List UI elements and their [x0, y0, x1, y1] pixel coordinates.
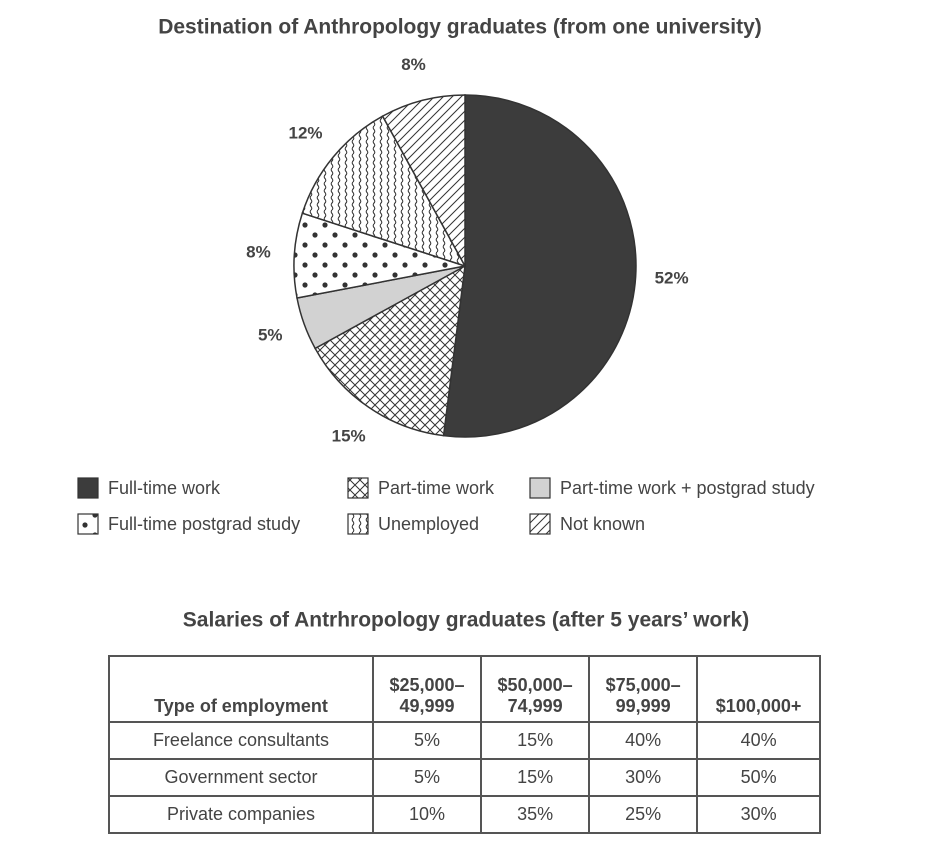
table-cell: 40% [696, 721, 821, 760]
header-cell: $75,000– 99,999 [588, 655, 699, 723]
table-cell: 30% [588, 758, 699, 797]
header-text: $75,000– [605, 675, 681, 695]
table-row: Freelance consultants 5% 15% 40% 40% [108, 721, 821, 760]
table-cell: Government sector [108, 758, 374, 797]
table-cell: Private companies [108, 795, 374, 834]
value-label: 5% [258, 326, 283, 345]
value-label: 52% [655, 268, 689, 287]
legend-swatch [77, 513, 99, 535]
table-cell: 40% [588, 721, 699, 760]
header-cell: $25,000– 49,999 [371, 655, 483, 723]
table-cell: 5% [371, 758, 483, 797]
legend-label: Full-time postgrad study [108, 514, 300, 534]
header-text: Type of employment [154, 696, 328, 716]
table-cell: Freelance consultants [108, 721, 374, 760]
table-cell: 50% [696, 758, 821, 797]
legend-swatch [529, 477, 551, 499]
header-text: $100,000+ [715, 696, 802, 716]
header-text: $50,000– [497, 675, 573, 695]
table-title: Salaries of Antrhropology graduates (aft… [183, 609, 749, 632]
legend-swatch [77, 477, 99, 499]
legend-swatch [529, 513, 551, 535]
pie-slice [301, 115, 467, 268]
legend-label: Part-time work + postgrad study [560, 478, 815, 498]
table-cell: 35% [480, 795, 591, 834]
table-cell: 10% [371, 795, 483, 834]
header-cell: Type of employment [108, 655, 374, 723]
table-cell: 30% [696, 795, 821, 834]
header-text: 49,999 [399, 696, 455, 716]
header-text: 74,999 [507, 696, 563, 716]
header-text: $25,000– [389, 675, 465, 695]
chart-title: Destination of Anthropology graduates (f… [158, 16, 762, 39]
chart: Destination of Anthropology graduates (f… [77, 16, 815, 535]
header-row: Type of employment $25,000– 49,999 $50,000–… [108, 655, 821, 723]
legend-swatch [347, 513, 369, 535]
table-title-box: Salaries of Antrhropology graduates (aft… [183, 609, 749, 632]
legend-label: Part-time work [378, 478, 495, 498]
header-cell: $100,000+ [696, 655, 821, 723]
table-cell: 25% [588, 795, 699, 834]
pie-slice [381, 94, 466, 267]
value-label: 15% [332, 427, 366, 446]
header-text: 99,999 [615, 696, 671, 716]
table-row: Government sector 5% 15% 30% 50% [108, 758, 821, 797]
table-cell: 15% [480, 721, 591, 760]
table-cell: 5% [371, 721, 483, 760]
legend-swatch [347, 477, 369, 499]
legend-label: Full-time work [108, 478, 221, 498]
salary-table: Type of employment $25,000– 49,999 $50,000–… [108, 655, 821, 834]
value-label: 8% [246, 242, 271, 261]
pie-slice [314, 264, 466, 437]
table-row: Private companies 10% 35% 25% 30% [108, 795, 821, 834]
legend-label: Unemployed [378, 514, 479, 534]
value-label: 8% [401, 55, 426, 74]
header-cell: $50,000– 74,999 [480, 655, 591, 723]
pie-slice [442, 94, 637, 438]
table-cell: 15% [480, 758, 591, 797]
legend-label: Not known [560, 514, 645, 534]
value-label: 12% [288, 124, 322, 143]
